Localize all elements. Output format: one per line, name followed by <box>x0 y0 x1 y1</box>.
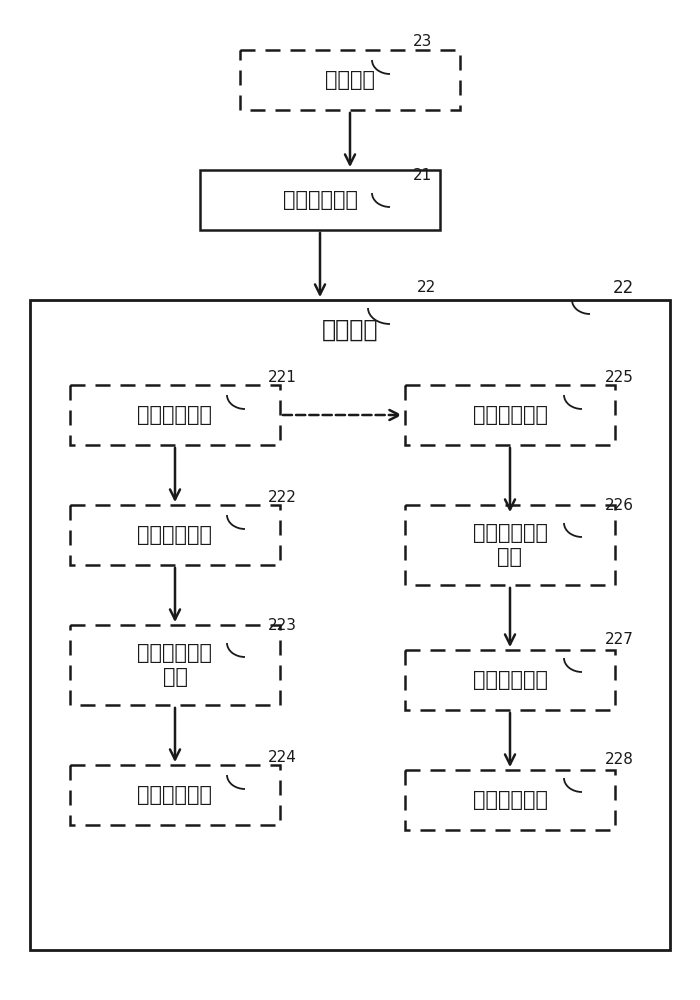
Text: 222: 222 <box>268 489 297 504</box>
Text: 第二信息获取
模块: 第二信息获取 模块 <box>473 523 547 567</box>
Text: 控制单元: 控制单元 <box>322 318 378 342</box>
Text: 228: 228 <box>605 752 634 768</box>
Text: 第一判断模块: 第一判断模块 <box>137 405 213 425</box>
Text: 223: 223 <box>268 617 297 633</box>
Text: 第二判断模块: 第二判断模块 <box>137 785 213 805</box>
Bar <box>405 770 615 830</box>
Text: 信息获取单元: 信息获取单元 <box>283 190 358 210</box>
Text: 221: 221 <box>268 369 297 384</box>
Text: 21: 21 <box>413 167 433 182</box>
Text: 22: 22 <box>417 280 436 296</box>
Text: 第二处理模块: 第二处理模块 <box>473 405 547 425</box>
Text: 第一信息获取
模块: 第一信息获取 模块 <box>137 643 213 687</box>
Bar <box>240 50 460 110</box>
Text: 第一处理模块: 第一处理模块 <box>137 525 213 545</box>
Bar <box>70 765 280 825</box>
Text: 第三处理模块: 第三处理模块 <box>473 790 547 810</box>
Text: 23: 23 <box>413 34 433 49</box>
Bar <box>405 650 615 710</box>
Text: 226: 226 <box>605 497 634 512</box>
Bar <box>405 505 615 585</box>
Text: 第三判断模块: 第三判断模块 <box>473 670 547 690</box>
Bar <box>200 170 440 230</box>
Text: 22: 22 <box>613 279 634 297</box>
Text: 接入单元: 接入单元 <box>325 70 375 90</box>
Text: 224: 224 <box>268 750 297 764</box>
Text: 225: 225 <box>605 369 634 384</box>
Bar <box>70 625 280 705</box>
Bar <box>405 385 615 445</box>
Bar <box>70 385 280 445</box>
Text: 227: 227 <box>605 633 634 648</box>
Bar <box>70 505 280 565</box>
Bar <box>30 300 670 950</box>
